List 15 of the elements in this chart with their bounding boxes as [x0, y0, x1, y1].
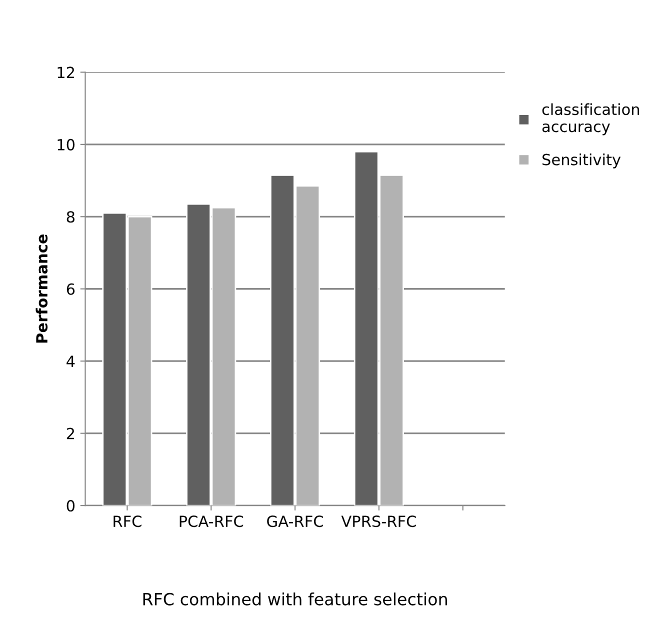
y-tick-label: 0 — [66, 500, 75, 512]
y-tick-label: 12 — [58, 66, 74, 78]
legend-label: classification accuracy — [542, 103, 640, 136]
y-tick-label: 10 — [58, 138, 75, 150]
x-tick-label: GA-RFC — [267, 516, 323, 528]
x-tick-label: VPRS-RFC — [341, 516, 416, 528]
y-axis-title: Performance — [36, 234, 48, 343]
y-tick-label: 2 — [66, 428, 74, 440]
legend-label: Sensitivity — [542, 154, 621, 168]
x-tick-label: RFC — [114, 516, 142, 528]
x-axis-title: RFC combined with feature selection — [143, 592, 447, 606]
x-tick-label: PCA-RFC — [180, 516, 244, 528]
y-tick-label: 8 — [66, 211, 74, 223]
y-tick-label: 6 — [66, 283, 75, 295]
y-tick-label: 4 — [66, 356, 75, 367]
